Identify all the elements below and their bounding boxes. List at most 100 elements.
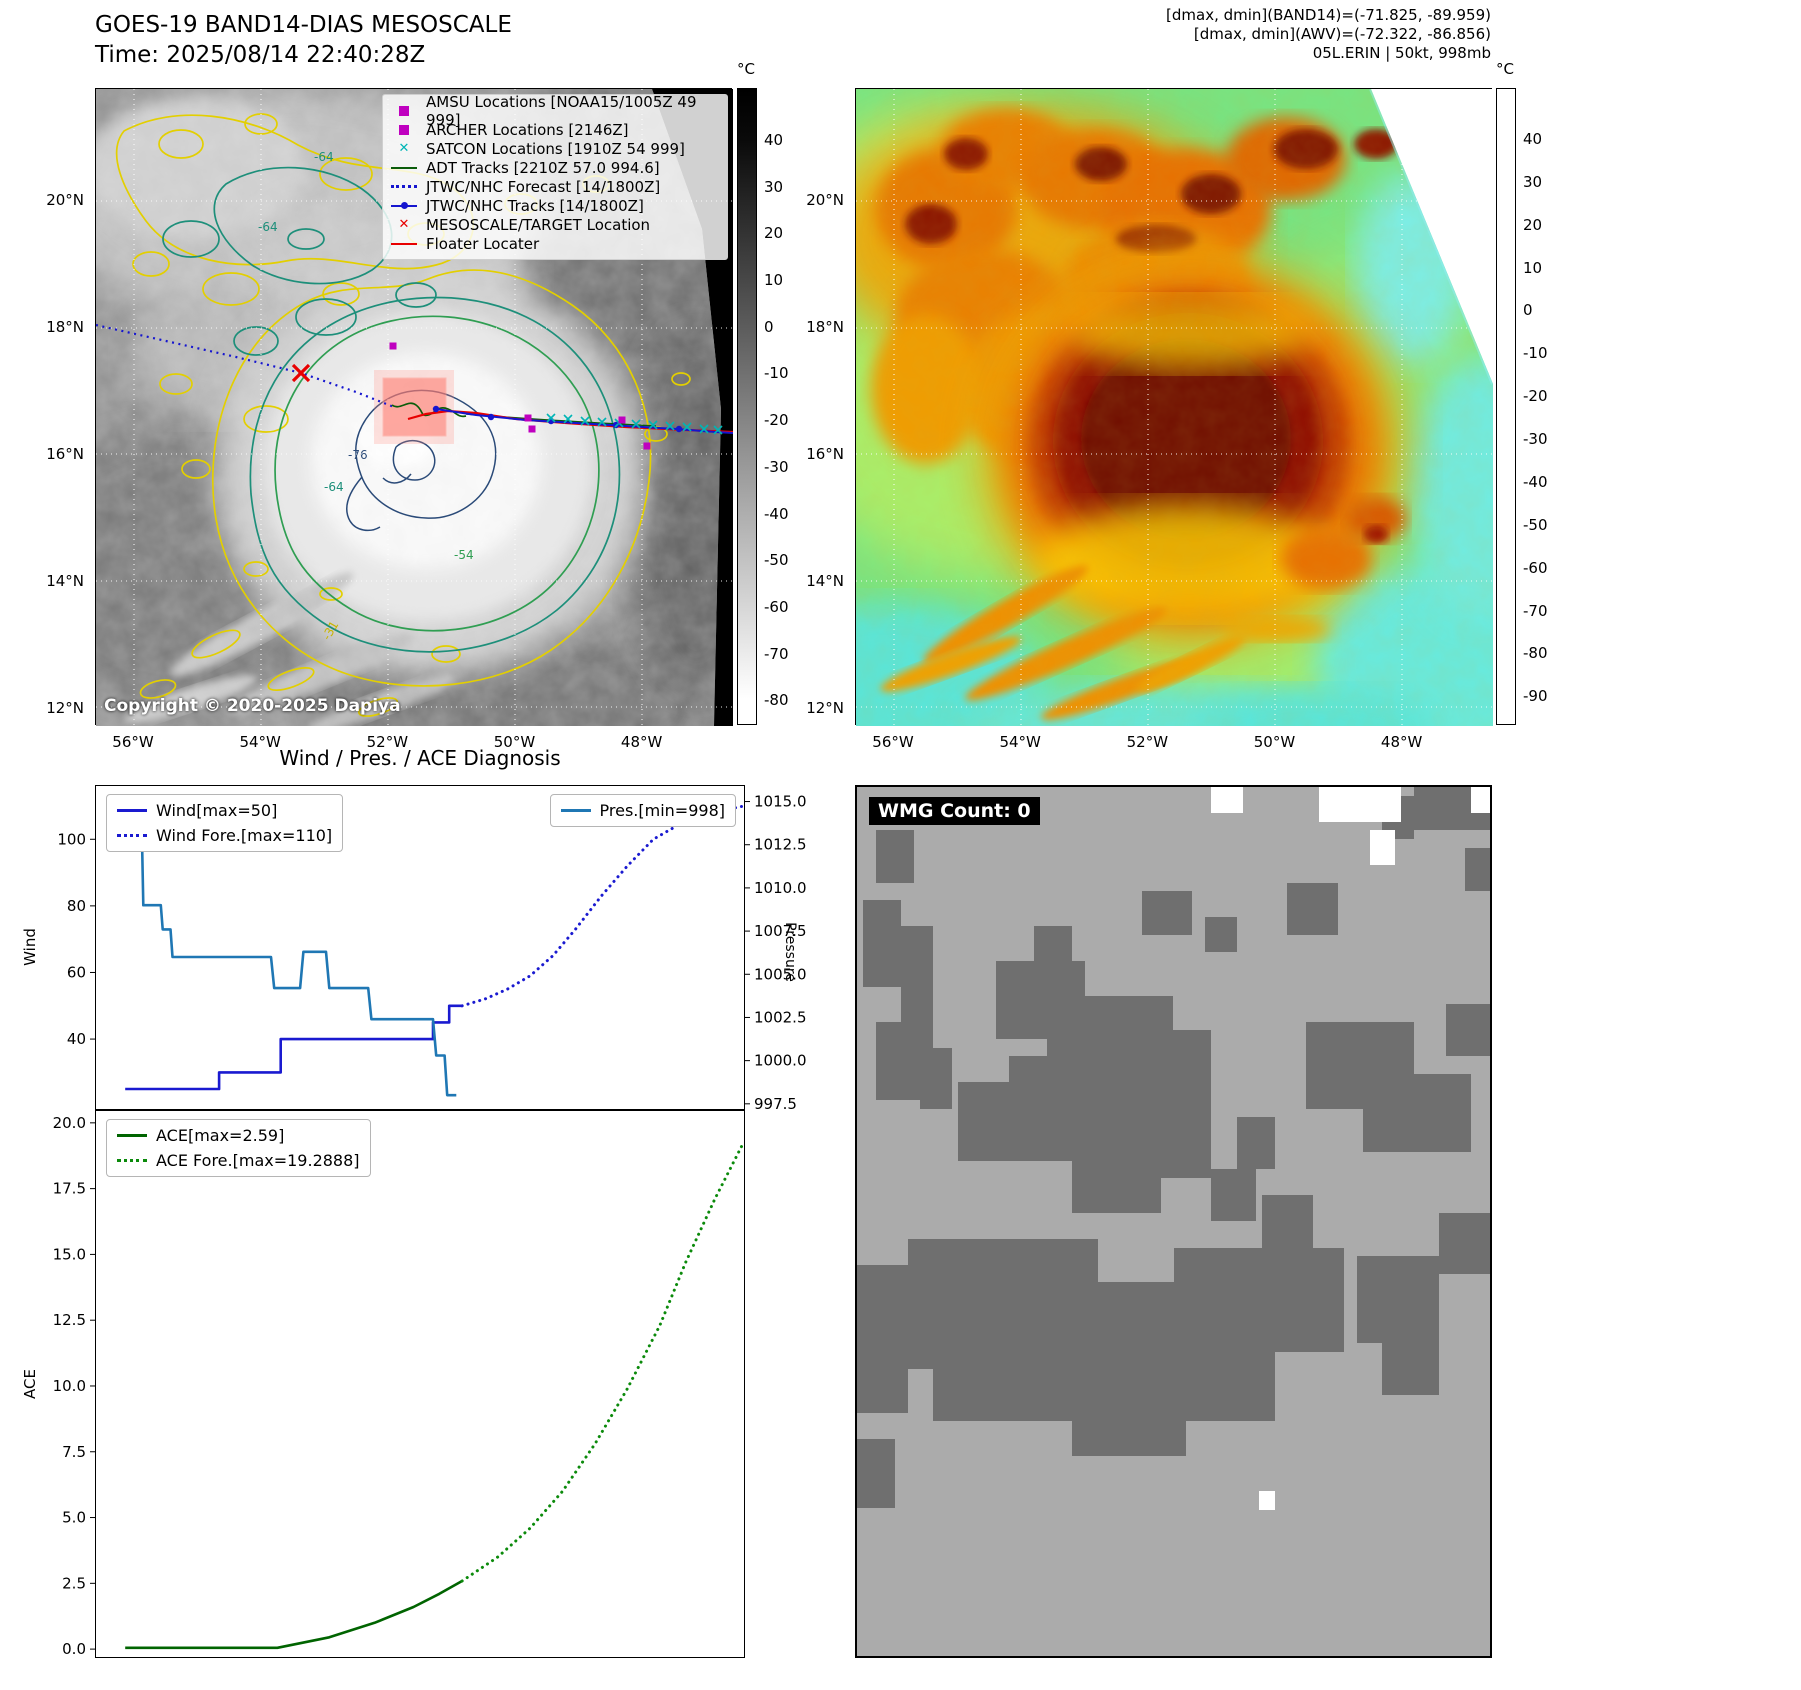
tick-label: 20°N [806,191,844,210]
series-2 [125,807,457,1097]
svg-text:1010.0: 1010.0 [754,879,807,897]
legend-item-label: JTWC/NHC Tracks [14/1800Z] [426,196,644,215]
legend-item: Floater Locater [389,234,721,253]
panel1-subtitle: Time: 2025/08/14 22:40:28Z [95,42,426,68]
panel1-colorbar [737,88,757,725]
map-legend: AMSU Locations [NOAA15/1005Z 49 999] ARCH… [382,93,728,260]
goes-band14-map: -64 -64 -64 -54 -76 -31 [95,88,733,726]
line-sample-icon [560,809,591,812]
svg-text:40: 40 [67,1030,86,1048]
line-sample-icon [117,1159,147,1162]
wmg-dark-region [1072,1403,1187,1457]
tick-label: 20 [764,224,784,243]
tick-label: 50°W [1253,733,1296,751]
tick-label: 12°N [46,698,84,717]
svg-text:1015.0: 1015.0 [754,793,807,811]
target-location-x-marker [291,363,311,383]
chart-legend: ACE[max=2.59] ACE Fore.[max=19.2888] [106,1119,371,1177]
tick-label: 14°N [46,571,84,590]
jtwc-track-line [435,408,733,434]
tick-label: -30 [1523,430,1548,449]
tick-label: -40 [764,504,789,523]
jtwc-forecast-line [96,323,395,409]
tick-label: 14°N [806,571,844,590]
tick-label: -90 [1523,687,1548,706]
square-legend-marker-icon [389,104,419,118]
line-sample-icon [117,834,147,837]
legend-item: ✕ MESOSCALE/TARGET Location [389,215,721,234]
chart-legend-label: ACE Fore.[max=19.2888] [156,1151,360,1170]
wmg-dark-region [932,1343,1066,1422]
wmg-dark-region [920,1047,952,1109]
svg-text:17.5: 17.5 [53,1180,86,1198]
panel2-colorbar-ticks: 40 30 20 10 0 -10 -20 -30 -40 -50 -60 -70 -80 -90 [1518,88,1563,725]
tick-label: -60 [764,597,789,616]
chart-legend-item: ACE[max=2.59] [117,1126,360,1145]
tick-label: -20 [764,411,789,430]
wmg-dark-region [958,1082,1028,1161]
legend-item-label: SATCON Locations [1910Z 54 999] [426,139,685,158]
x-legend-marker-icon: ✕ [398,141,410,156]
wind-pressure-chart: 40 60 80 100 1015.0 1012.5 1010.0 1007.5 1005.0 1… [57,785,807,1113]
contour-value-labels: -64 -64 -64 -54 -76 -31 [258,150,474,643]
wmg-dark-region [1439,1212,1490,1274]
tick-label: 54°W [999,733,1041,751]
wind-axis-label: Wind [21,928,39,966]
tick-label: 30 [764,177,784,196]
tick-label: 16°N [46,445,84,464]
panel2-lon-axis: 56°W 54°W 52°W 50°W 48°W [855,729,1492,753]
svg-text:15.0: 15.0 [53,1245,86,1263]
tick-label: -20 [1523,387,1548,406]
tick-label: 18°N [806,318,844,337]
wmg-dark-region [857,1264,908,1413]
tick-label: 20°N [46,191,84,210]
ace-chart: 0.0 2.5 5.0 7.5 10.0 12.5 15.0 17.5 20.0 ACE[max=… [53,1110,746,1658]
panel1-lat-axis: 20°N 18°N 16°N 14°N 12°N [35,88,90,725]
series-0 [125,1579,463,1650]
svg-text:-64: -64 [258,220,278,234]
tick-label: -30 [764,457,789,476]
chart-legend-item: Wind Fore.[max=110] [117,826,332,845]
line-dot-legend-marker-icon [389,199,419,213]
tick-label: 52°W [1126,733,1169,751]
ir-color-map [855,88,1493,726]
panel2-colorbar-unit: °C [1496,60,1514,78]
tick-label: 40 [764,130,784,149]
wmg-count-label: WMG Count: 0 [869,797,1040,825]
tick-label: 10 [1523,258,1543,277]
tick-label: 12°N [806,698,844,717]
svg-text:2.5: 2.5 [62,1574,86,1592]
ir-satellite-image [856,89,1493,726]
chart-legend-label: Wind Fore.[max=110] [156,826,333,845]
svg-text:-64: -64 [324,480,344,494]
legend-item: AMSU Locations [NOAA15/1005Z 49 999] [389,93,721,129]
tick-label: 30 [1523,172,1543,191]
svg-text:1002.5: 1002.5 [754,1008,807,1026]
wmg-dark-region [863,899,902,987]
panel2-colorbar [1496,88,1516,725]
panel1-colorbar-unit: °C [737,60,755,78]
svg-text:1005.0: 1005.0 [754,965,807,983]
legend-item: ✕ SATCON Locations [1910Z 54 999] [389,139,721,158]
svg-text:60: 60 [67,963,86,981]
panel2-titles: [dmax, dmin](BAND14)=(-71.825, -89.959) … [900,6,1491,63]
chart-legend: Wind[max=50] Wind Fore.[max=110] [106,794,344,852]
wmg-dark-region [1173,1247,1345,1352]
wmg-clear-region [1258,1490,1276,1510]
wmg-clear-region [1211,787,1244,814]
svg-text:-54: -54 [454,548,474,562]
copyright-text: Copyright © 2020-2025 Dapiya [104,696,401,716]
legend-item: JTWC/NHC Forecast [14/1800Z] [389,177,721,196]
tick-label: 0 [764,317,774,336]
wmg-dark-region [1445,1004,1490,1057]
wmg-dark-region [1464,847,1490,892]
tick-label: 0 [1523,301,1533,320]
svg-text:100: 100 [57,830,86,848]
tick-label: -10 [1523,344,1548,363]
tick-label: -50 [764,551,789,570]
panel2-title-awv: [dmax, dmin](AWV)=(-72.322, -86.856) [1193,25,1491,43]
tick-label: 52°W [366,733,409,751]
tick-label: 16°N [806,445,844,464]
wmg-clear-region [1471,787,1490,814]
